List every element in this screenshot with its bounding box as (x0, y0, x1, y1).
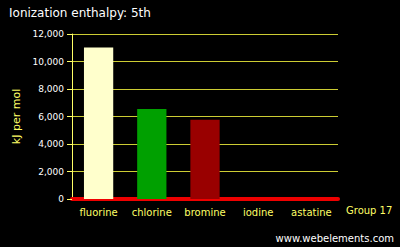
svg-text:4,000: 4,000 (38, 139, 64, 149)
svg-text:12,000: 12,000 (33, 29, 65, 39)
svg-text:6,000: 6,000 (38, 112, 64, 122)
svg-text:2,000: 2,000 (38, 167, 64, 177)
svg-text:kJ per mol: kJ per mol (10, 89, 23, 144)
svg-text:fluorine: fluorine (80, 207, 118, 218)
svg-text:Ionization enthalpy: 5th: Ionization enthalpy: 5th (9, 6, 151, 20)
svg-text:bromine: bromine (184, 207, 225, 218)
svg-text:0: 0 (58, 194, 64, 204)
svg-text:astatine: astatine (291, 207, 332, 218)
svg-text:www.webelements.com: www.webelements.com (276, 233, 394, 244)
svg-text:iodine: iodine (243, 207, 274, 218)
svg-text:Group 17: Group 17 (346, 205, 392, 216)
svg-text:chlorine: chlorine (132, 207, 172, 218)
svg-text:10,000: 10,000 (33, 57, 65, 67)
svg-text:8,000: 8,000 (38, 84, 64, 94)
